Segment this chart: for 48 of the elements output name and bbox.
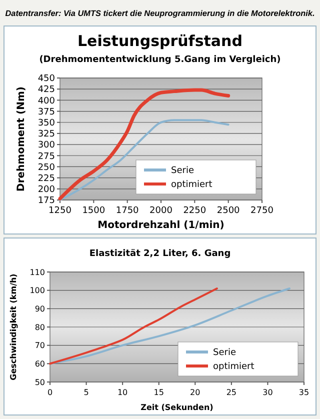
y-tick-label: 175 <box>38 196 55 206</box>
y-tick-label: 225 <box>38 174 55 184</box>
x-tick-label: 35 <box>298 388 310 397</box>
x-tick-label: 30 <box>262 388 273 397</box>
y-axis-title: Drehmoment (Nm) <box>16 86 27 192</box>
legend-label: optimiert <box>171 180 213 190</box>
x-tick-label: 20 <box>190 388 200 397</box>
x-tick-label: 15 <box>154 388 164 397</box>
x-tick-label: 1250 <box>48 206 72 216</box>
y-axis-title: Geschwindigkeit (km/h) <box>9 274 18 380</box>
y-tick-label: 325 <box>38 130 55 140</box>
y-tick-label: 200 <box>38 185 56 196</box>
y-tick-label: 350 <box>38 118 56 129</box>
y-tick-label: 70 <box>34 341 45 350</box>
line-series <box>59 119 230 201</box>
x-axis-title: Zeit (Sekunden) <box>140 403 214 412</box>
y-tick-label: 375 <box>38 107 55 118</box>
legend-label: Serie <box>213 348 236 358</box>
y-tick-label: 100 <box>30 286 45 296</box>
line-series <box>58 88 230 200</box>
y-tick-label: 450 <box>38 74 56 84</box>
x-tick-label: 10 <box>117 388 128 397</box>
y-tick-label: 300 <box>38 140 56 151</box>
y-tick-label: 80 <box>34 322 45 332</box>
y-tick-label: 250 <box>38 162 56 173</box>
y-tick-label: 400 <box>38 96 56 106</box>
legend-label: Serie <box>171 166 194 176</box>
x-tick-label: 25 <box>226 388 237 397</box>
legend-label: optimiert <box>213 362 255 372</box>
y-tick-label: 60 <box>34 359 45 368</box>
chart-subtitle: (Drehmomententwicklung 5.Gang im Vergleich) <box>39 55 281 65</box>
x-tick-label: 5 <box>84 388 89 397</box>
x-tick-label: 2000 <box>150 206 173 216</box>
x-tick-label: 1500 <box>82 206 106 216</box>
chart-title: Elastizität 2,2 Liter, 6. Gang <box>89 249 231 259</box>
x-axis-title: Motordrehzahl (1/min) <box>98 220 224 231</box>
x-tick-label: 2500 <box>216 206 240 216</box>
chart-title: Leistungsprüfstand <box>78 32 242 50</box>
x-tick-label: 2250 <box>183 206 206 216</box>
y-tick-label: 275 <box>38 152 55 162</box>
text: Datentransfer: Via UMTS tickert die Neuprogrammierung in die Motorelektronik. <box>5 9 315 18</box>
x-tick-label: 0 <box>47 388 53 397</box>
y-tick-label: 110 <box>30 268 45 277</box>
x-tick-label: 2750 <box>250 206 274 216</box>
x-tick-label: 1750 <box>116 206 140 216</box>
y-tick-label: 50 <box>34 378 45 387</box>
y-tick-label: 425 <box>38 85 55 96</box>
y-tick-label: 90 <box>34 304 45 314</box>
